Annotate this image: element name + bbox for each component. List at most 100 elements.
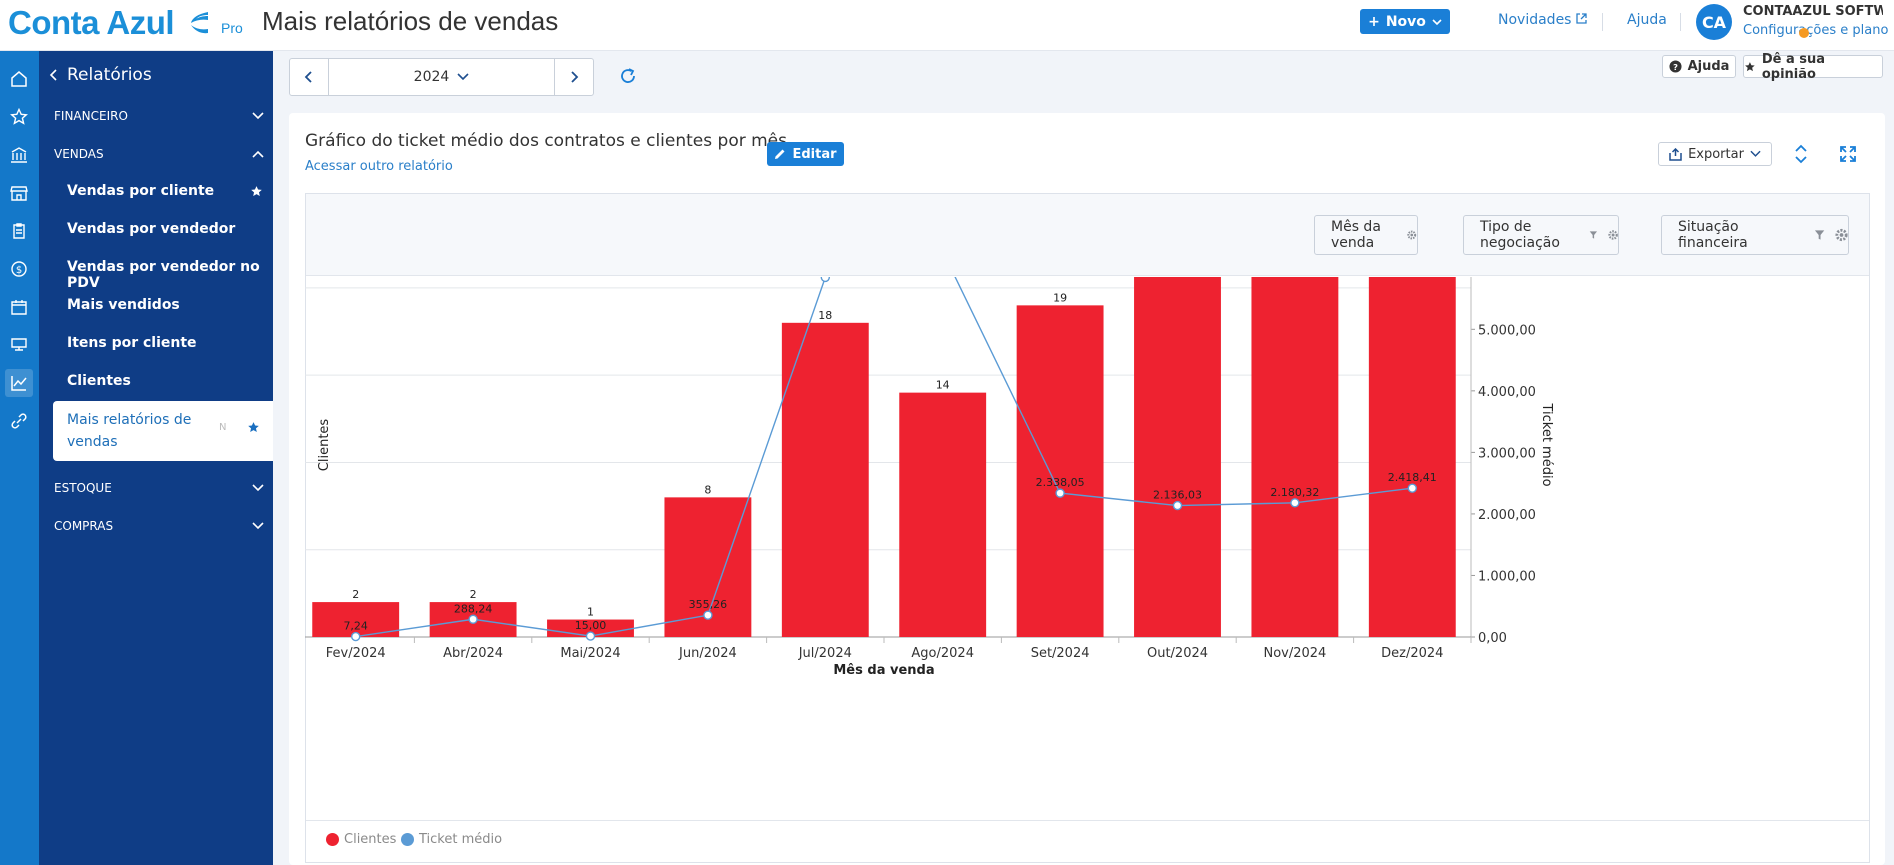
year-value: 2024: [413, 69, 450, 85]
sidebar-item-vendas-pdv[interactable]: Vendas por vendedor no PDV: [67, 259, 263, 291]
new-badge: N: [219, 422, 227, 433]
report-title: Gráfico do ticket médio dos contratos e …: [305, 131, 787, 151]
dollar-icon[interactable]: $: [5, 255, 33, 283]
home-icon[interactable]: [5, 65, 33, 93]
x-tick-label: Fev/2024: [326, 646, 386, 661]
sidebar: Relatórios FINANCEIRO VENDAS Vendas por …: [39, 51, 273, 865]
bar-value-label: 14: [936, 379, 950, 392]
fullscreen-icon[interactable]: [1838, 144, 1858, 164]
sidebar-section-compras[interactable]: COMPRAS: [54, 519, 264, 533]
legend-strip: [306, 820, 1869, 862]
previous-year-button[interactable]: [289, 58, 329, 96]
help-link[interactable]: Ajuda: [1627, 12, 1667, 28]
divider: [1680, 13, 1681, 31]
config-plan-link[interactable]: Configurações e plano: [1743, 23, 1889, 38]
x-tick-label: Jun/2024: [678, 646, 737, 661]
next-year-button[interactable]: [554, 58, 594, 96]
register-icon[interactable]: [5, 331, 33, 359]
section-label: FINANCEIRO: [54, 109, 128, 123]
bar: [312, 602, 400, 637]
svg-text:$: $: [16, 265, 22, 276]
ticket-line: [355, 277, 1413, 638]
ticket-point: [585, 631, 596, 641]
expand-vertical-icon[interactable]: [1791, 144, 1811, 164]
filter-situacao-financeira[interactable]: Situação financeira: [1661, 215, 1849, 255]
external-link-icon: [1576, 13, 1587, 24]
item-label: Mais relatórios de vendas: [67, 412, 192, 450]
sidebar-item-vendas-por-cliente[interactable]: Vendas por cliente: [67, 183, 263, 199]
sidebar-section-vendas[interactable]: VENDAS: [54, 147, 264, 161]
icon-bar: $: [0, 51, 39, 865]
y2-tick-label: 4.000,00: [1478, 385, 1536, 400]
chevron-left-icon: [49, 69, 57, 81]
chevron-down-icon: [252, 484, 264, 492]
sidebar-item-mais-vendidos[interactable]: Mais vendidos: [67, 297, 263, 313]
filter-tipo-de-negociacao[interactable]: Tipo de negociação: [1463, 215, 1619, 255]
gear-icon[interactable]: [1407, 228, 1417, 242]
gear-icon[interactable]: [1608, 228, 1618, 242]
ticket-value-label: 2.136,03: [1153, 489, 1202, 502]
x-tick-label: Jul/2024: [798, 646, 852, 661]
filter-icon[interactable]: [1589, 229, 1598, 241]
brand-plan: Pro: [221, 20, 243, 36]
gear-icon[interactable]: [1835, 228, 1848, 242]
ticket-point: [1055, 488, 1065, 498]
bar: [1368, 277, 1456, 637]
feedback-button[interactable]: Dê a sua opinião: [1743, 52, 1883, 82]
filter-mes-da-venda[interactable]: Mês da venda: [1314, 215, 1418, 255]
export-button-label: Exportar: [1688, 146, 1744, 162]
novidades-label: Novidades: [1498, 12, 1572, 28]
y2-tick-label: 3.000,00: [1478, 446, 1536, 461]
sidebar-section-financeiro[interactable]: FINANCEIRO: [54, 109, 264, 123]
brand-logo[interactable]: Conta Azul: [8, 4, 175, 41]
top-bar: Conta Azul Pro Mais relatórios de vendas…: [0, 0, 1894, 51]
bar: [1134, 277, 1221, 637]
ticket-point: [468, 614, 478, 624]
clipboard-icon[interactable]: [5, 217, 33, 245]
ticket-value-label: 288,24: [454, 602, 493, 615]
legend-item-clientes[interactable]: Clientes: [326, 832, 396, 847]
y2-tick-label: 1.000,00: [1478, 569, 1536, 584]
star-filled-icon[interactable]: [250, 185, 263, 198]
item-label: Itens por cliente: [67, 335, 197, 351]
page-title: Mais relatórios de vendas: [262, 6, 559, 36]
star-filled-icon[interactable]: [247, 421, 260, 434]
filter-label: Tipo de negociação: [1480, 219, 1560, 251]
y-axis-title: Clientes: [317, 419, 332, 472]
bar: [899, 392, 987, 637]
link-icon[interactable]: [5, 407, 33, 435]
ticket-point: [351, 631, 361, 642]
chevron-left-icon: [304, 71, 312, 83]
export-button[interactable]: Exportar: [1658, 142, 1772, 166]
calendar-icon[interactable]: [5, 293, 33, 321]
help-button[interactable]: ? Ajuda: [1662, 55, 1736, 78]
sidebar-item-mais-relatorios[interactable]: Mais relatórios de vendas N: [53, 401, 273, 461]
item-label: Vendas por vendedor: [67, 221, 236, 237]
legend-item-ticket-medio[interactable]: Ticket médio: [401, 832, 502, 847]
y2-tick-label: 5.000,00: [1478, 323, 1536, 338]
sidebar-section-estoque[interactable]: ESTOQUE: [54, 481, 264, 495]
refresh-icon[interactable]: [618, 66, 640, 88]
bank-icon[interactable]: [5, 141, 33, 169]
store-icon[interactable]: [5, 179, 33, 207]
legend-swatch: [401, 833, 414, 846]
sidebar-item-clientes[interactable]: Clientes: [67, 373, 263, 389]
year-selector[interactable]: 2024: [328, 58, 555, 96]
star-icon[interactable]: [5, 103, 33, 131]
back-to-reports[interactable]: Relatórios: [49, 65, 152, 85]
edit-button[interactable]: Editar: [767, 142, 844, 166]
sidebar-item-vendas-por-vendedor[interactable]: Vendas por vendedor: [67, 221, 263, 237]
chevron-down-icon: [252, 112, 264, 120]
feedback-button-label: Dê a sua opinião: [1761, 51, 1826, 82]
novidades-link[interactable]: Novidades: [1498, 12, 1587, 28]
avatar[interactable]: CA: [1696, 4, 1732, 40]
filter-icon[interactable]: [1814, 229, 1825, 241]
other-report-link[interactable]: Acessar outro relatório: [305, 159, 453, 174]
chevron-down-icon: [252, 522, 264, 530]
sidebar-item-itens-por-cliente[interactable]: Itens por cliente: [67, 335, 263, 351]
section-label: ESTOQUE: [54, 481, 112, 495]
chart-icon[interactable]: [5, 369, 33, 397]
company-name: CONTAAZUL SOFTW...: [1743, 4, 1883, 19]
x-tick-label: Mai/2024: [560, 646, 620, 661]
new-button[interactable]: + Novo: [1360, 9, 1450, 34]
